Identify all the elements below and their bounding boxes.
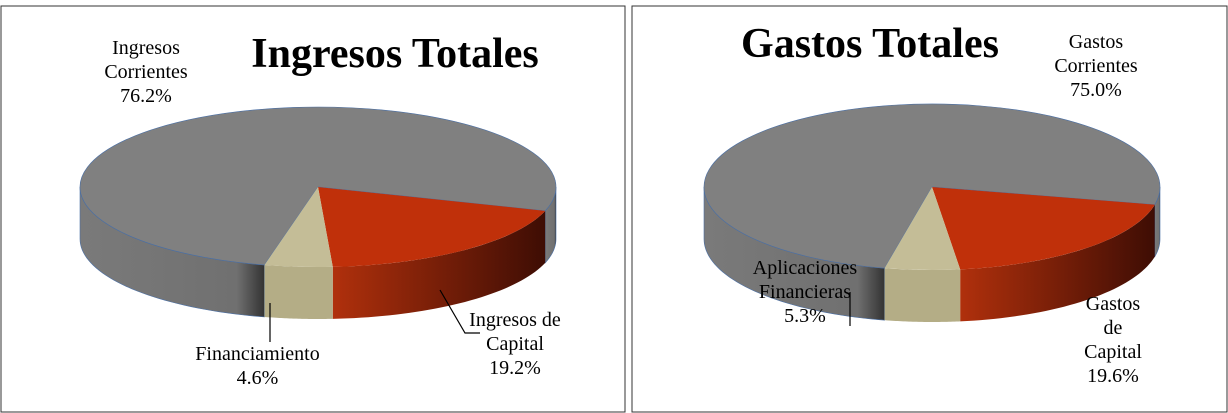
- category-label: Gastos de Capital: [1084, 293, 1142, 363]
- category-label: Financiamiento: [195, 343, 320, 365]
- pie-side: [332, 210, 546, 319]
- slice-label: Gastos de Capital 19.6%: [1080, 292, 1146, 388]
- slice-label: Ingresos Corrientes 76.2%: [90, 36, 202, 108]
- leader-line: [439, 289, 480, 334]
- pie-slice: [79, 106, 557, 266]
- slice-label: Gastos Corrientes 75.0%: [1042, 30, 1150, 102]
- value-label: 19.6%: [1087, 365, 1139, 387]
- chart-title: Gastos Totales: [741, 21, 999, 67]
- category-label: Aplicaciones Financieras: [752, 257, 858, 303]
- value-label: 4.6%: [236, 367, 279, 389]
- pie-slice: [264, 187, 333, 267]
- pie-side: [960, 204, 1155, 322]
- pie-side: [884, 268, 961, 322]
- pie-slice: [703, 103, 1161, 269]
- pie-slice: [932, 187, 1155, 270]
- pie-slice: [884, 187, 961, 270]
- value-label: 19.2%: [489, 357, 541, 379]
- pies: [79, 103, 1161, 322]
- pie-slice: [318, 187, 546, 267]
- value-label: 75.0%: [1070, 79, 1122, 101]
- slice-label: Aplicaciones Financieras 5.3%: [725, 256, 885, 328]
- chart-frame: [0, 5, 626, 413]
- slice-label: Ingresos de Capital 19.2%: [455, 308, 575, 380]
- category-label: Gastos Corrientes: [1054, 31, 1138, 77]
- chart-frame: [631, 5, 1228, 413]
- value-label: 76.2%: [120, 85, 172, 107]
- category-label: Ingresos de Capital: [469, 309, 561, 355]
- category-label: Ingresos Corrientes: [104, 37, 188, 83]
- chart-title: Ingresos Totales: [251, 31, 539, 77]
- pie-side: [264, 264, 333, 319]
- slice-label: Financiamiento 4.6%: [165, 342, 350, 390]
- value-label: 5.3%: [784, 305, 826, 327]
